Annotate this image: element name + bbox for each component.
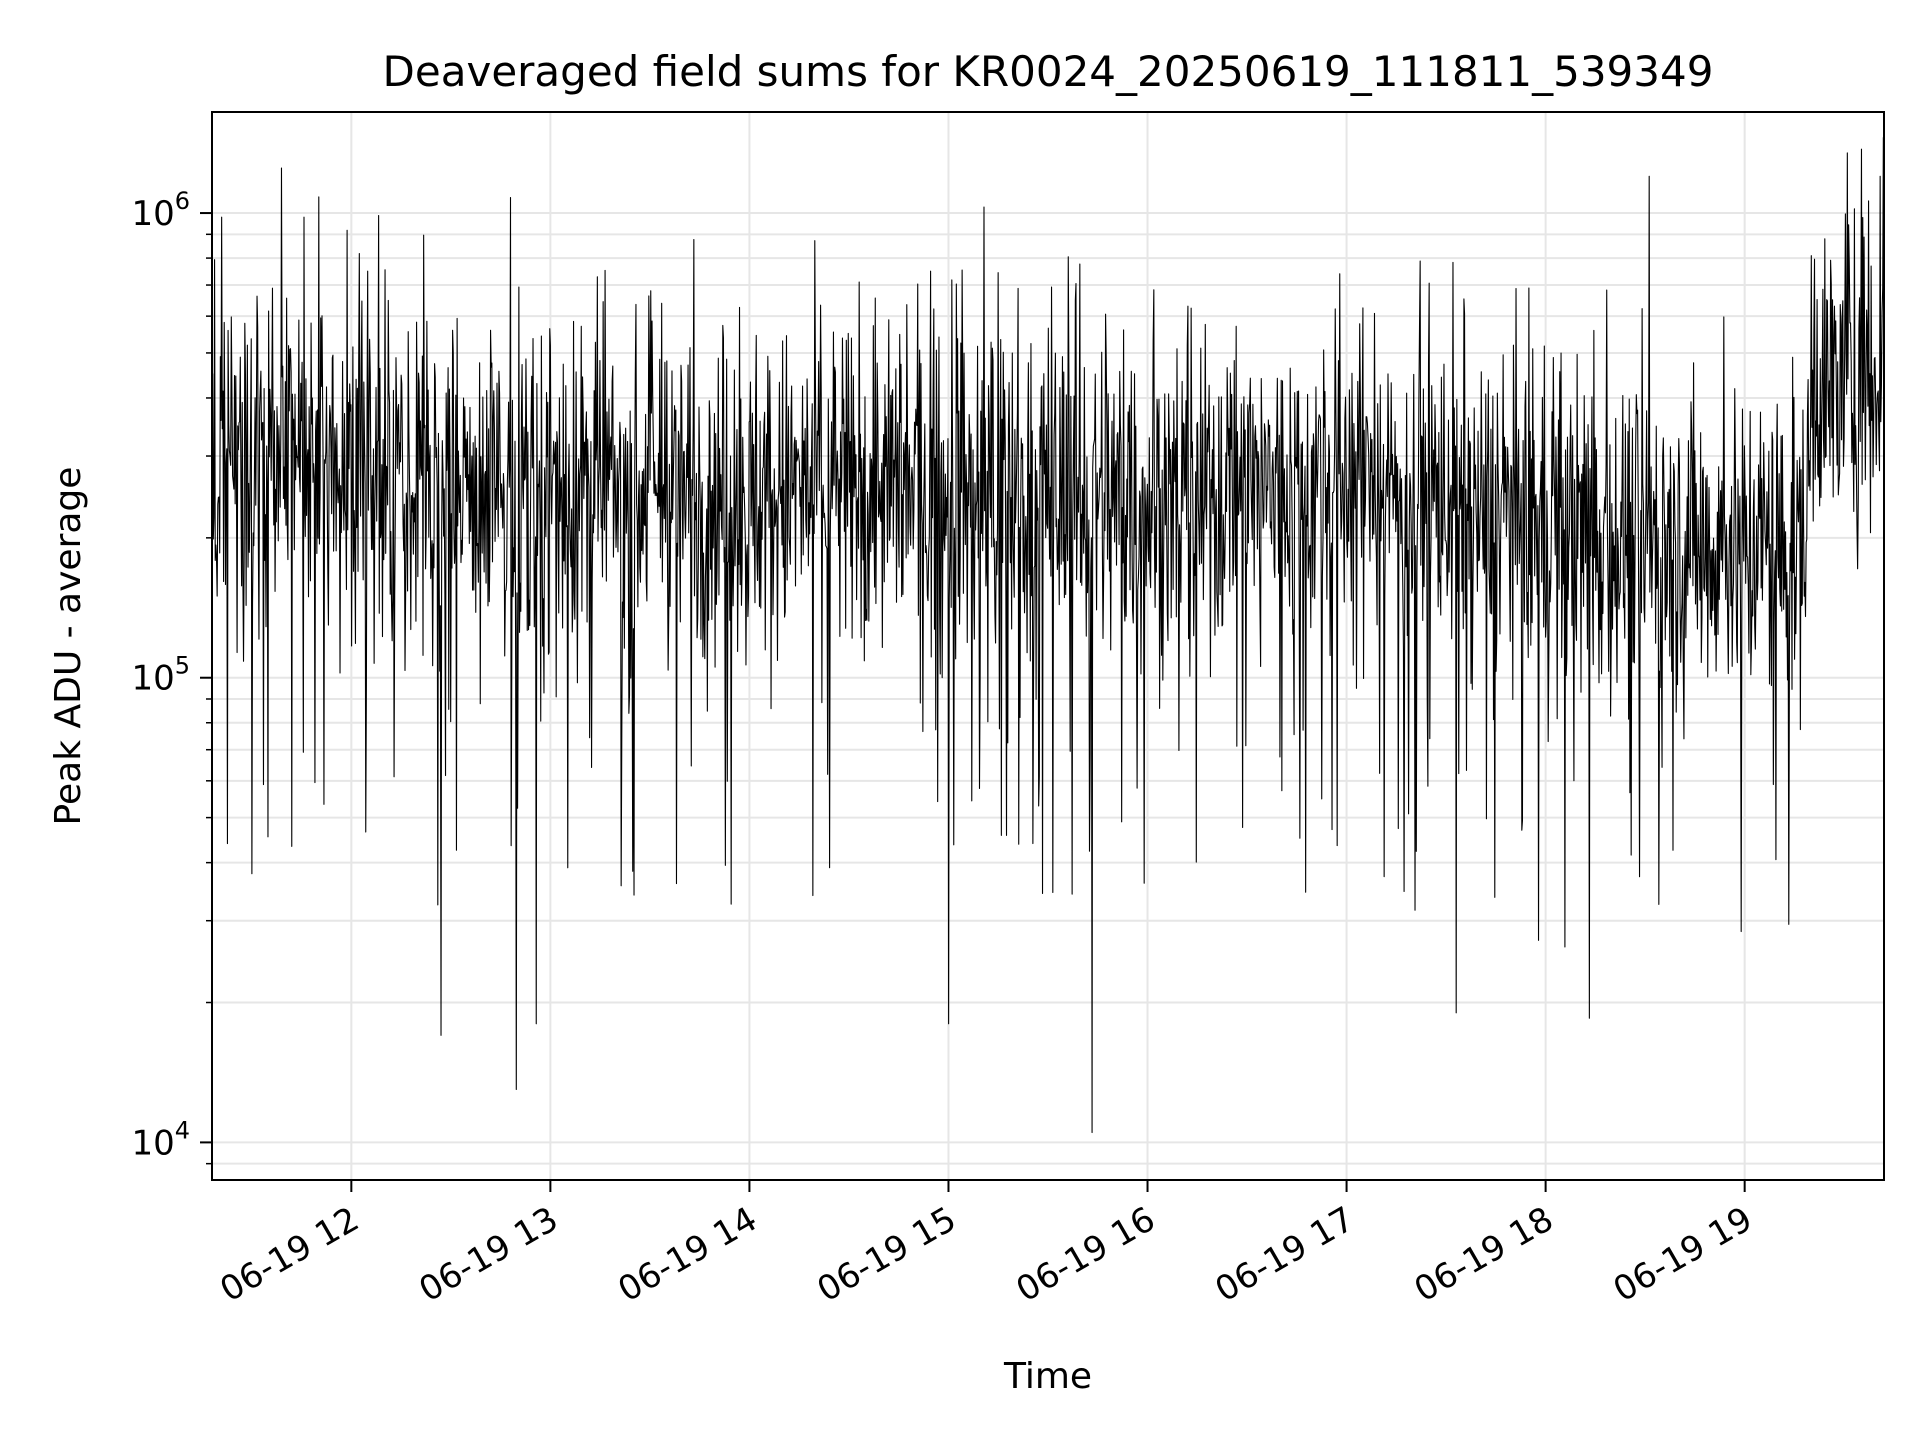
plot-frame — [211, 111, 1885, 1181]
grid — [212, 112, 1884, 1180]
x-axis-title: Time — [1003, 1356, 1092, 1397]
y-axis-title: Peak ADU - average — [48, 467, 89, 826]
y-tick-label: 104 — [131, 1116, 190, 1163]
series-line — [211, 137, 1885, 1134]
series-path — [211, 137, 1885, 1134]
y-axis: 104 105 106 — [131, 187, 212, 1165]
y-tick-label: 106 — [131, 187, 190, 234]
chart-title: Deaveraged field sums for KR0024_2025061… — [383, 47, 1714, 96]
y-tick-label: 105 — [131, 652, 190, 699]
